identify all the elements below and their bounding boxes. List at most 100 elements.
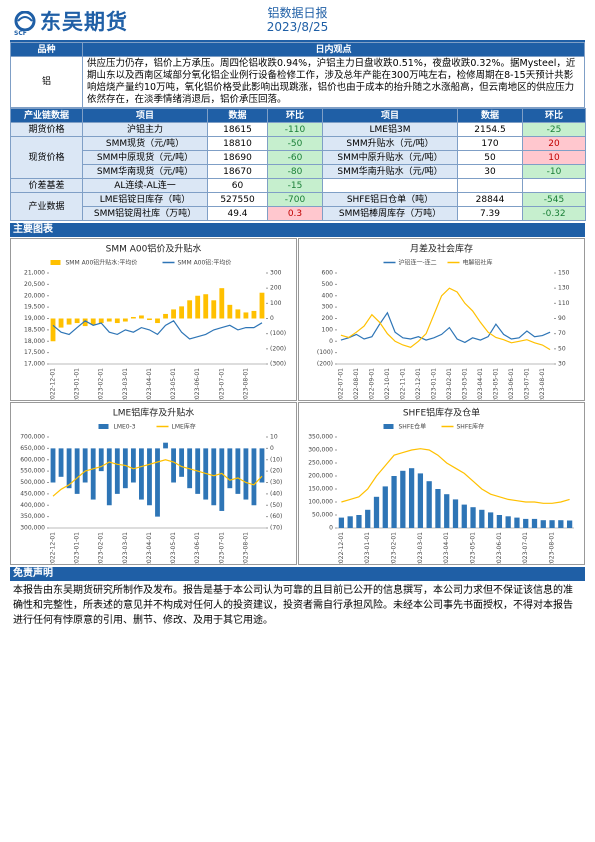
legend-swatch [98, 424, 109, 429]
change: -700 [267, 192, 323, 207]
bar [347, 516, 353, 528]
bar [74, 318, 80, 324]
item: SMM华南升贴水（元/吨） [322, 164, 458, 179]
view-row: 铝供应压力仍存，铝价上方承压。周四伦铝收跌0.94%，沪铝主力日盘收跌0.51%… [10, 56, 585, 108]
bar [259, 448, 265, 483]
change: -545 [522, 192, 586, 207]
x-tick-label: 2023-02-01 [446, 368, 453, 401]
header-cell: 品种 [10, 42, 83, 57]
chart: SMM A00铝价及升贴水 SMM A00铝升贴水:平均价 SMM A00铝:平均价… [10, 238, 297, 401]
item: SMM中原升贴水（元/吨） [322, 150, 458, 165]
change: -60 [267, 150, 323, 165]
bar [66, 318, 72, 325]
value: 2154.5 [457, 122, 523, 137]
data-row: 产业数据 LME铝锭日库存（吨） 527550 -700 SHFE铝日仓单（吨） 2884… [10, 192, 586, 221]
legend-label: LME0-3 [114, 424, 136, 431]
bar [66, 448, 72, 489]
bar [90, 448, 96, 500]
bar [82, 448, 88, 483]
x-tick-label: 2022-12-01 [415, 368, 422, 401]
section-title: 主要图表 [10, 223, 585, 237]
bar [435, 489, 441, 528]
bar [155, 448, 160, 517]
bar [106, 448, 112, 506]
value: 7.39 [457, 206, 523, 221]
x-tick-label: 2023-01-01 [74, 532, 81, 565]
x-tick-label: 2022-07-01 [337, 368, 344, 401]
item: SMM升贴水（元/吨） [322, 136, 458, 151]
tick-label: 0 [329, 338, 333, 345]
bar [391, 476, 397, 528]
tick-label: 150,000 [308, 486, 333, 493]
x-tick-label: 2022-12-01 [50, 368, 57, 401]
tick-label: 200 [322, 315, 334, 322]
disclaimer-title: 免责声明 [10, 567, 585, 581]
bar [122, 318, 128, 322]
bar [98, 448, 104, 472]
tick-label: 70 [558, 330, 566, 337]
bar [259, 292, 265, 319]
tick-label: 350,000 [308, 434, 333, 441]
item: 沪铝主力 [82, 122, 208, 137]
item: LME铝3M [322, 122, 458, 137]
bar [50, 318, 56, 342]
x-tick-label: 2023-06-01 [496, 532, 503, 565]
bar [163, 313, 168, 319]
header-cell: 项目 [322, 108, 458, 123]
bar [171, 448, 176, 483]
bar [98, 318, 104, 324]
tick-label: 90 [558, 315, 566, 322]
header-cell: 数据 [457, 108, 523, 123]
tick-label: 400,000 [20, 502, 45, 509]
logo-sub: SCF [14, 30, 27, 37]
tick-label: (30) [270, 479, 282, 486]
view-table: 品种 日内观点 铝供应压力仍存，铝价上方承压。周四伦铝收跌0.94%，沪铝主力日盘… [10, 42, 585, 108]
data-row: SMM华南现货（元/吨） 18670 -80 SMM华南升贴水（元/吨） 30 -10 [11, 164, 586, 179]
bar [219, 288, 225, 319]
tick-label: 650,000 [20, 445, 45, 452]
bar [479, 509, 485, 528]
value: 170 [457, 136, 523, 151]
x-tick-label: 2022-10-01 [384, 368, 391, 401]
bar [114, 448, 120, 494]
tick-label: 100 [270, 300, 282, 307]
tick-label: (200) [270, 345, 286, 352]
x-tick-label: 2023-04-01 [443, 532, 450, 565]
tick-label: 600,000 [20, 456, 45, 463]
tick-label: 300 [270, 270, 282, 277]
x-tick-label: 2023-05-01 [470, 532, 477, 565]
view-header: 品种 日内观点 [10, 42, 585, 57]
header-row: 产业链数据 项目 数据 环比 项目 数据 环比 [10, 108, 586, 123]
legend-swatch [50, 260, 61, 265]
tick-label: 550,000 [20, 468, 45, 475]
bar [566, 520, 573, 528]
chart-title: 月差及社会库存 [410, 243, 473, 255]
x-tick-label: 2022-09-01 [368, 368, 375, 401]
tick-label: 300,000 [308, 447, 333, 454]
bar [195, 295, 201, 319]
item: SMM铝棒周库存（万吨） [322, 206, 458, 221]
bar [417, 473, 424, 528]
item: SMM中原现货（元/吨） [82, 150, 208, 165]
x-tick-label: 2023-07-01 [218, 368, 225, 401]
value: 527550 [207, 192, 268, 207]
bar [74, 448, 80, 494]
tick-label: 0 [270, 445, 274, 452]
bar [147, 318, 152, 321]
value: 18670 [207, 164, 268, 179]
x-tick-label: 2023-03-01 [461, 368, 468, 401]
tick-label: (300) [270, 361, 286, 368]
bar [122, 448, 128, 489]
header-cell: 环比 [267, 108, 323, 123]
value: 60 [207, 178, 268, 193]
tick-label: 0 [270, 315, 274, 322]
bar [130, 316, 136, 319]
bar [227, 448, 233, 489]
header-cell: 产业链数据 [10, 108, 83, 123]
bar [219, 448, 225, 511]
x-tick-label: 2023-07-01 [523, 368, 530, 401]
bar [444, 494, 450, 528]
change: -50 [267, 136, 323, 151]
bar [558, 520, 564, 528]
tick-label: 200 [270, 285, 282, 292]
